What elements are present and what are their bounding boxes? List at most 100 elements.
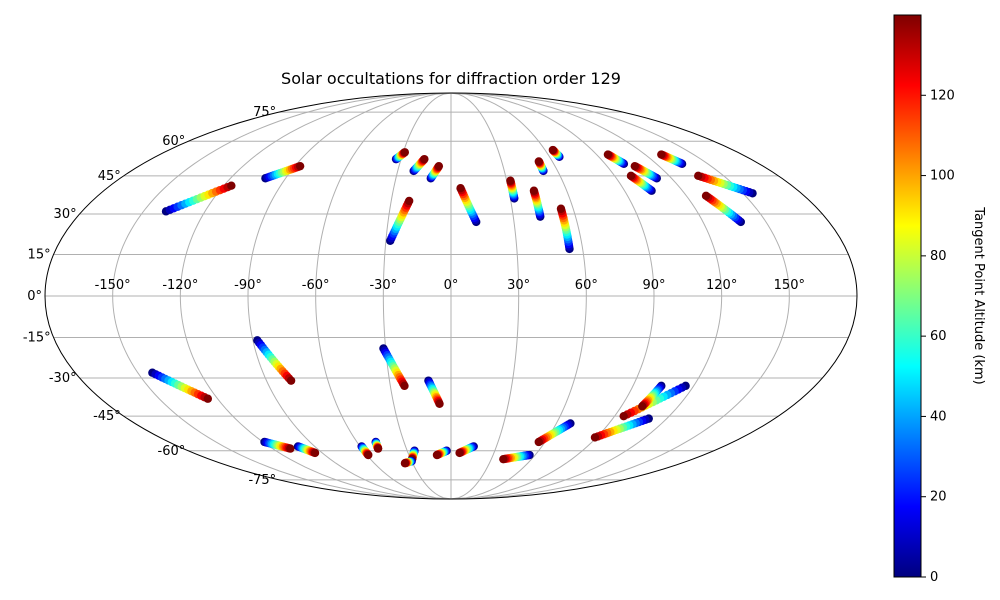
occultation-track	[455, 442, 478, 458]
occultation-track	[400, 457, 416, 468]
latitude-tick-label: -30°	[49, 371, 77, 386]
occultation-track	[534, 419, 575, 447]
data-point	[630, 161, 640, 171]
occultation-track	[379, 344, 409, 391]
data-point	[227, 181, 236, 190]
occultation-track	[148, 368, 213, 403]
data-point	[456, 184, 465, 193]
occultation-track	[701, 191, 746, 227]
occultation-track	[694, 171, 757, 198]
longitude-tick-label: 90°	[642, 278, 665, 293]
data-point	[603, 150, 613, 159]
occultation-track	[630, 161, 661, 183]
occultation-track	[638, 381, 666, 411]
data-point	[590, 433, 600, 442]
chart-title: Solar occultations for diffraction order…	[281, 69, 621, 88]
data-points	[148, 145, 757, 468]
occultation-track	[260, 437, 295, 453]
occultation-track	[603, 150, 629, 169]
colorbar-tick-label: 60	[930, 329, 947, 344]
data-point	[420, 154, 429, 164]
longitude-tick-label: -30°	[369, 278, 397, 293]
colorbar-tick-label: 20	[930, 490, 947, 505]
data-point	[364, 450, 373, 460]
data-point	[701, 191, 711, 201]
longitude-tick-label: -120°	[162, 278, 198, 293]
data-point	[295, 161, 305, 171]
colorbar: 0 20 40 60 80 100 120 Tangent Point Altitude (…	[893, 14, 986, 585]
data-point	[638, 402, 647, 411]
data-point	[400, 381, 409, 391]
occultation-track	[456, 184, 481, 227]
occultation-track	[590, 414, 653, 442]
occultation-track	[293, 442, 320, 458]
longitude-tick-label: 30°	[507, 278, 530, 293]
data-point	[404, 196, 414, 206]
data-point	[548, 145, 558, 155]
latitude-tick-label: 30°	[54, 207, 77, 222]
occultation-track	[426, 161, 444, 183]
longitude-tick-label: 0°	[444, 278, 459, 293]
longitude-tick-label: 60°	[575, 278, 598, 293]
data-point	[286, 376, 296, 385]
occultation-track	[371, 437, 383, 453]
longitude-tick-label: 120°	[706, 278, 737, 293]
occultation-track	[386, 196, 414, 245]
colorbar-tick-label: 120	[930, 88, 955, 103]
data-point	[373, 444, 383, 453]
latitude-tick-labels: -75° -60° -45° -30° -15° 0° 15° 30° 45° 60° 75°	[23, 105, 276, 488]
latitude-tick-label: -45°	[93, 409, 121, 424]
latitude-tick-label: 75°	[253, 105, 276, 120]
occultation-track	[253, 336, 296, 385]
longitude-tick-label: -150°	[95, 278, 131, 293]
colorbar-label: Tangent Point Altitude (km)	[971, 206, 986, 384]
longitude-tick-label: -60°	[302, 278, 330, 293]
occultation-track	[556, 204, 574, 254]
occultation-track	[261, 161, 305, 183]
data-point	[455, 448, 464, 458]
occultation-track	[432, 446, 451, 460]
occultation-track	[161, 181, 236, 216]
data-point	[435, 399, 444, 408]
data-point	[529, 186, 539, 195]
data-point	[432, 450, 442, 460]
data-point	[400, 459, 410, 468]
data-point	[400, 148, 410, 157]
latitude-tick-label: 15°	[28, 247, 51, 262]
colorbar-tick-label: 80	[930, 249, 947, 264]
occultation-track	[548, 145, 564, 162]
latitude-tick-label: 0°	[27, 289, 42, 304]
longitude-tick-labels: -150° -120° -90° -60° -30° 0° 30° 60° 90° 120° 150…	[95, 278, 805, 293]
occultation-track	[424, 376, 444, 408]
data-point	[556, 204, 566, 213]
map-boundary	[44, 92, 858, 500]
data-point	[203, 394, 213, 403]
latitude-tick-label: 60°	[162, 134, 185, 149]
colorbar-tick-label: 40	[930, 409, 947, 424]
occultation-track	[391, 148, 410, 164]
data-point	[286, 444, 295, 453]
latitude-tick-label: -15°	[23, 331, 51, 346]
occultation-track	[409, 154, 429, 176]
colorbar-ticks: 0 20 40 60 80 100 120	[921, 88, 955, 585]
data-point	[434, 161, 444, 171]
longitude-tick-label: 150°	[774, 278, 805, 293]
data-point	[506, 176, 515, 185]
data-point	[534, 157, 544, 166]
latitude-tick-label: 45°	[98, 169, 121, 184]
data-point	[657, 150, 666, 159]
occultation-track	[657, 150, 687, 169]
latitude-tick-label: -60°	[158, 444, 186, 459]
occultation-track	[499, 450, 534, 464]
occultation-track	[626, 171, 656, 195]
occultation-track	[529, 186, 545, 221]
colorbar-gradient	[893, 14, 922, 578]
occultation-track	[506, 176, 519, 203]
data-point	[499, 454, 508, 464]
data-point	[694, 171, 703, 181]
data-point	[619, 411, 628, 421]
data-point	[534, 437, 543, 447]
occultation-track	[534, 157, 548, 176]
colorbar-tick-label: 100	[930, 169, 955, 184]
